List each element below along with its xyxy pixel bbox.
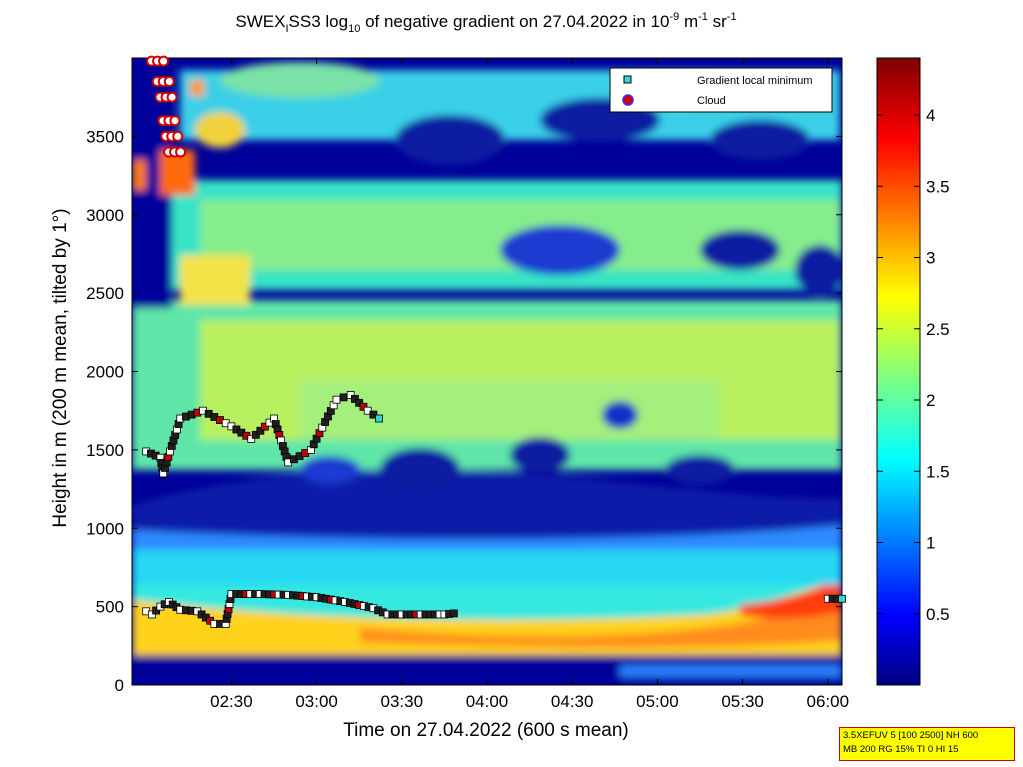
- gradient-minimum-marker: [375, 414, 383, 423]
- y-tick-label: 3000: [86, 206, 124, 225]
- info-line-1: 3.5XEFUV 5 [100 2500] NH 600: [843, 730, 979, 741]
- x-tick-label: 03:30: [381, 692, 424, 711]
- cloud-marker: [163, 76, 175, 88]
- x-tick-label: 05:30: [721, 692, 764, 711]
- upper-layer-markers: [142, 391, 383, 478]
- colorbar-tick-label: 3.5: [926, 177, 950, 196]
- info-line-2: MB 200 RG 15% TI 0 HI 15: [843, 744, 959, 755]
- x-axis-label: Time on 27.04.2022 (600 s mean): [343, 720, 629, 741]
- y-axis-label: Height in m (200 m mean, tilted by 1°): [50, 208, 71, 527]
- gradient-minimum-marker: [261, 422, 269, 431]
- gradient-minimum-marker: [251, 430, 260, 439]
- gradient-minimum-marker: [332, 395, 341, 404]
- x-axis: 02:30 03:00 03:30 04:00 04:30 05:00 05:30 06:00: [210, 58, 849, 711]
- colorbar-tick-label: 1.5: [926, 462, 950, 481]
- gradient-minimum-marker: [346, 391, 355, 399]
- legend: Gradient local minimum Cloud: [609, 67, 833, 113]
- cloud-marker: [158, 55, 170, 67]
- cloud-marker: [169, 115, 181, 127]
- x-tick-label: 04:00: [466, 692, 509, 711]
- gradient-minimum-marker: [369, 410, 378, 419]
- heatmap: [132, 58, 842, 685]
- colorbar-tick-label: 0.5: [926, 605, 950, 624]
- y-tick-label: 2000: [86, 363, 124, 382]
- colorbar-tick-label: 2.5: [926, 320, 950, 339]
- x-tick-label: 04:30: [551, 692, 594, 711]
- colorbar-tick-label: 4: [926, 106, 935, 125]
- y-tick-label: 0: [115, 676, 124, 695]
- cloud-markers: [146, 55, 187, 158]
- y-tick-label: 2500: [86, 284, 124, 303]
- y-axis: 0 500 1000 1500 2000 2500 3000 3500: [86, 127, 842, 695]
- gradient-minimum-marker: [339, 393, 348, 402]
- gradient-minimum-marker: [359, 402, 368, 411]
- gradient-minimum-marker: [449, 609, 458, 618]
- legend-minimum-label: Gradient local minimum: [697, 75, 813, 87]
- colorbar-tick-label: 3: [926, 249, 935, 268]
- boundary-layer-markers: [142, 590, 846, 628]
- gradient-minimum-marker: [247, 435, 256, 443]
- legend-cloud-label: Cloud: [697, 95, 726, 107]
- x-tick-label: 03:00: [295, 692, 338, 711]
- y-tick-label: 1500: [86, 441, 124, 460]
- y-tick-label: 1000: [86, 519, 124, 538]
- cloud-marker: [172, 130, 184, 142]
- legend-cloud-marker-icon: [622, 94, 634, 106]
- gradient-minimum-marker: [256, 426, 265, 435]
- gradient-minimum-marker: [152, 606, 161, 615]
- gradient-minimum-marker: [363, 406, 372, 415]
- y-tick-label: 500: [96, 598, 124, 617]
- cloud-marker: [166, 91, 178, 103]
- gradient-minimum-marker: [351, 395, 359, 403]
- legend-minimum-marker-icon: [623, 75, 632, 84]
- x-tick-label: 05:00: [636, 692, 679, 711]
- chart-title: SWEXISS3 log10 of negative gradient on 2…: [235, 11, 736, 35]
- x-tick-label: 02:30: [210, 692, 253, 711]
- colorbar-tick-label: 2: [926, 391, 935, 410]
- y-tick-label: 3500: [86, 127, 124, 146]
- colorbar-ticks: 0.5 1 1.5 2 2.5 3 3.5 4: [877, 106, 950, 624]
- gradient-minimum-marker: [147, 610, 156, 619]
- info-box: 3.5XEFUV 5 [100 2500] NH 600 MB 200 RG 1…: [839, 727, 1015, 761]
- x-tick-label: 06:00: [807, 692, 850, 711]
- colorbar-tick-label: 1: [926, 534, 935, 553]
- cloud-marker: [175, 146, 187, 158]
- colorbar: 0.5 1 1.5 2 2.5 3 3.5 4: [876, 57, 950, 686]
- gradient-minimum-marker: [838, 594, 846, 603]
- gradient-minimum-marker: [355, 398, 364, 407]
